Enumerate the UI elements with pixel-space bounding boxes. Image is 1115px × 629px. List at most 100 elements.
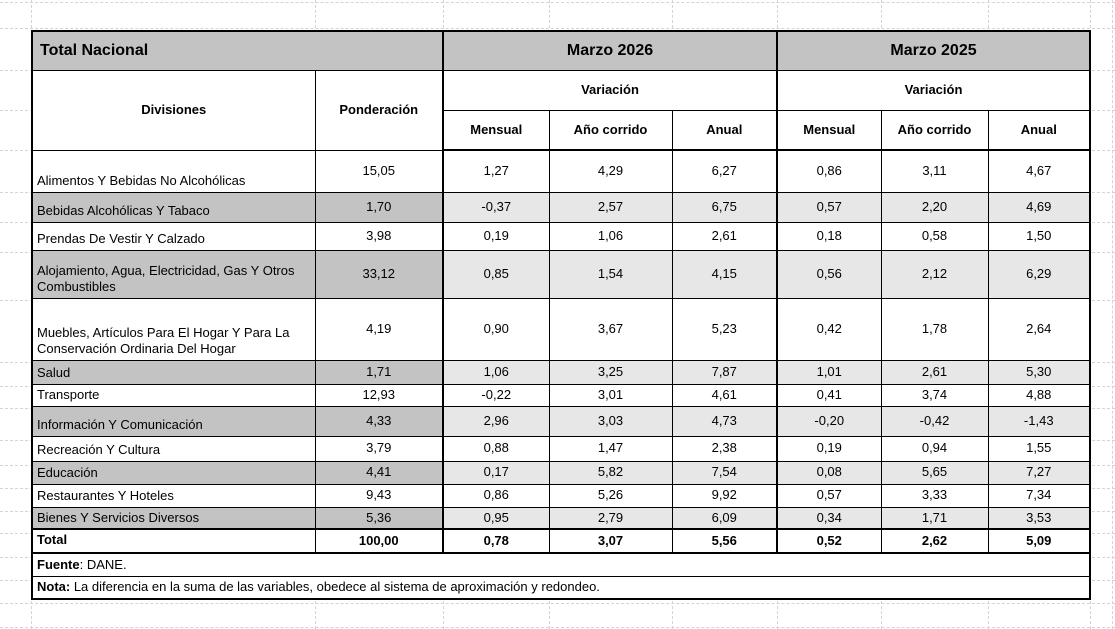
value-cell[interactable]: -0,37 (442, 191, 550, 223)
value-cell[interactable]: 3,25 (548, 359, 673, 385)
value-cell[interactable]: 1,01 (776, 359, 882, 385)
header-variacion-2026[interactable]: Variación (442, 69, 778, 111)
division-cell[interactable]: Alojamiento, Agua, Electricidad, Gas Y O… (31, 249, 316, 299)
value-cell[interactable]: 1,71 (880, 506, 989, 530)
header-ano-corrido-2026[interactable]: Año corrido (548, 109, 673, 151)
division-cell[interactable]: Educación (31, 460, 316, 485)
value-cell[interactable]: 5,65 (880, 460, 989, 485)
ponderacion-cell[interactable]: 1,70 (314, 191, 444, 223)
value-cell[interactable]: -0,22 (442, 383, 550, 407)
division-cell[interactable]: Salud (31, 359, 316, 385)
value-cell[interactable]: 3,01 (548, 383, 673, 407)
ponderacion-cell[interactable]: 1,71 (314, 359, 444, 385)
division-cell[interactable]: Muebles, Artículos Para El Hogar Y Para … (31, 297, 316, 361)
header-ponderacion[interactable]: Ponderación (314, 69, 444, 151)
value-cell[interactable]: 7,34 (987, 483, 1091, 508)
value-cell[interactable]: 3,33 (880, 483, 989, 508)
header-mensual-2025[interactable]: Mensual (776, 109, 882, 151)
value-cell[interactable]: 0,90 (442, 297, 550, 361)
value-cell[interactable]: 3,67 (548, 297, 673, 361)
ponderacion-cell[interactable]: 9,43 (314, 483, 444, 508)
value-cell[interactable]: 0,41 (776, 383, 882, 407)
value-cell[interactable]: 0,58 (880, 221, 989, 251)
value-cell[interactable]: 5,82 (548, 460, 673, 485)
value-cell[interactable]: 7,87 (671, 359, 778, 385)
value-cell[interactable]: 2,20 (880, 191, 989, 223)
total-value-cell[interactable]: 3,07 (548, 528, 673, 554)
total-label-cell[interactable]: Total (31, 528, 316, 554)
value-cell[interactable]: 1,27 (442, 149, 550, 193)
value-cell[interactable]: 7,54 (671, 460, 778, 485)
value-cell[interactable]: 9,92 (671, 483, 778, 508)
value-cell[interactable]: 0,85 (442, 249, 550, 299)
value-cell[interactable]: 0,94 (880, 435, 989, 462)
ponderacion-cell[interactable]: 3,98 (314, 221, 444, 251)
value-cell[interactable]: 4,73 (671, 405, 778, 437)
value-cell[interactable]: 0,86 (442, 483, 550, 508)
value-cell[interactable]: 1,50 (987, 221, 1091, 251)
ponderacion-cell[interactable]: 4,33 (314, 405, 444, 437)
division-cell[interactable]: Alimentos Y Bebidas No Alcohólicas (31, 149, 316, 193)
header-anual-2025[interactable]: Anual (987, 109, 1091, 151)
total-ponderacion-cell[interactable]: 100,00 (314, 528, 444, 554)
value-cell[interactable]: 0,34 (776, 506, 882, 530)
value-cell[interactable]: 0,88 (442, 435, 550, 462)
total-value-cell[interactable]: 0,78 (442, 528, 550, 554)
value-cell[interactable]: 0,19 (776, 435, 882, 462)
value-cell[interactable]: 6,27 (671, 149, 778, 193)
value-cell[interactable]: 4,67 (987, 149, 1091, 193)
value-cell[interactable]: 1,47 (548, 435, 673, 462)
total-value-cell[interactable]: 5,09 (987, 528, 1091, 554)
value-cell[interactable]: 2,38 (671, 435, 778, 462)
value-cell[interactable]: 0,86 (776, 149, 882, 193)
value-cell[interactable]: -1,43 (987, 405, 1091, 437)
division-cell[interactable]: Transporte (31, 383, 316, 407)
value-cell[interactable]: 7,27 (987, 460, 1091, 485)
ponderacion-cell[interactable]: 5,36 (314, 506, 444, 530)
value-cell[interactable]: 5,23 (671, 297, 778, 361)
fuente-cell[interactable]: Fuente: DANE. (31, 552, 1091, 577)
value-cell[interactable]: 1,54 (548, 249, 673, 299)
value-cell[interactable]: 0,18 (776, 221, 882, 251)
value-cell[interactable]: 5,26 (548, 483, 673, 508)
header-variacion-2025[interactable]: Variación (776, 69, 1091, 111)
division-cell[interactable]: Bebidas Alcohólicas Y Tabaco (31, 191, 316, 223)
value-cell[interactable]: 0,42 (776, 297, 882, 361)
header-divisiones[interactable]: Divisiones (31, 69, 316, 151)
division-cell[interactable]: Bienes Y Servicios Diversos (31, 506, 316, 530)
ponderacion-cell[interactable]: 15,05 (314, 149, 444, 193)
value-cell[interactable]: 2,12 (880, 249, 989, 299)
division-cell[interactable]: Prendas De Vestir Y Calzado (31, 221, 316, 251)
value-cell[interactable]: 2,96 (442, 405, 550, 437)
value-cell[interactable]: 2,61 (880, 359, 989, 385)
header-anual-2026[interactable]: Anual (671, 109, 778, 151)
nota-cell[interactable]: Nota: La diferencia en la suma de las va… (31, 575, 1091, 600)
total-value-cell[interactable]: 0,52 (776, 528, 882, 554)
total-value-cell[interactable]: 2,62 (880, 528, 989, 554)
value-cell[interactable]: 4,61 (671, 383, 778, 407)
value-cell[interactable]: 3,74 (880, 383, 989, 407)
header-ano-corrido-2025[interactable]: Año corrido (880, 109, 989, 151)
value-cell[interactable]: 2,79 (548, 506, 673, 530)
value-cell[interactable]: 4,29 (548, 149, 673, 193)
value-cell[interactable]: 6,29 (987, 249, 1091, 299)
value-cell[interactable]: 1,06 (548, 221, 673, 251)
value-cell[interactable]: 2,61 (671, 221, 778, 251)
value-cell[interactable]: 3,53 (987, 506, 1091, 530)
value-cell[interactable]: 1,55 (987, 435, 1091, 462)
period-2026-cell[interactable]: Marzo 2026 (442, 30, 778, 71)
value-cell[interactable]: 1,06 (442, 359, 550, 385)
value-cell[interactable]: 4,15 (671, 249, 778, 299)
value-cell[interactable]: 6,09 (671, 506, 778, 530)
table-title-cell[interactable]: Total Nacional (31, 30, 444, 71)
value-cell[interactable]: -0,42 (880, 405, 989, 437)
header-mensual-2026[interactable]: Mensual (442, 109, 550, 151)
value-cell[interactable]: 0,57 (776, 191, 882, 223)
ponderacion-cell[interactable]: 12,93 (314, 383, 444, 407)
value-cell[interactable]: 0,08 (776, 460, 882, 485)
value-cell[interactable]: 4,88 (987, 383, 1091, 407)
value-cell[interactable]: 0,19 (442, 221, 550, 251)
value-cell[interactable]: 2,64 (987, 297, 1091, 361)
period-2025-cell[interactable]: Marzo 2025 (776, 30, 1091, 71)
value-cell[interactable]: 2,57 (548, 191, 673, 223)
